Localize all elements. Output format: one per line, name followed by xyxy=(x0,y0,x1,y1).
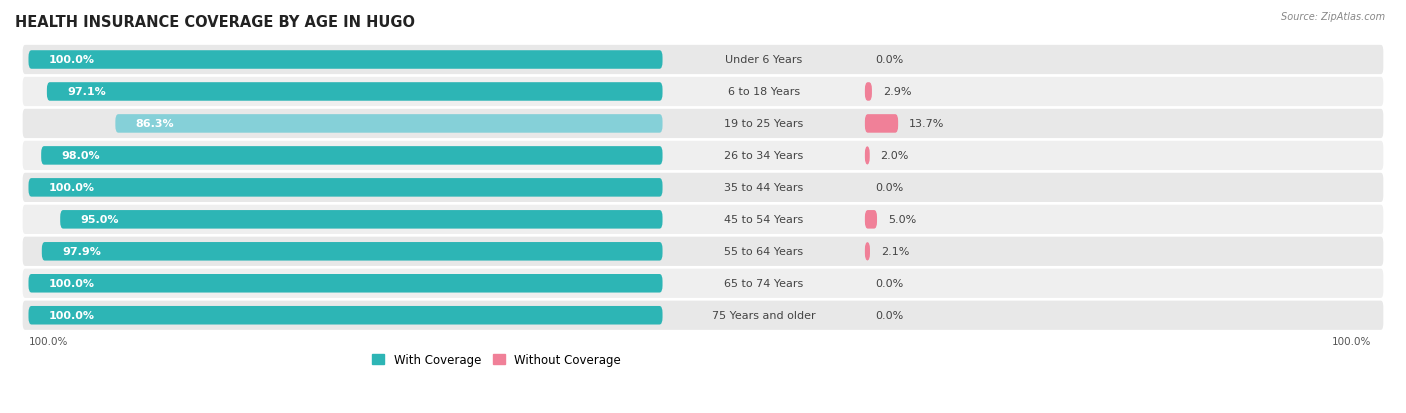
Text: 0.0%: 0.0% xyxy=(876,55,904,65)
Text: 97.1%: 97.1% xyxy=(67,87,105,97)
FancyBboxPatch shape xyxy=(865,115,898,133)
Text: 2.1%: 2.1% xyxy=(880,247,910,257)
Text: 100.0%: 100.0% xyxy=(28,336,67,346)
FancyBboxPatch shape xyxy=(28,51,662,70)
FancyBboxPatch shape xyxy=(865,147,870,165)
Text: 97.9%: 97.9% xyxy=(62,247,101,257)
FancyBboxPatch shape xyxy=(21,140,1385,172)
Text: 2.0%: 2.0% xyxy=(880,151,908,161)
Text: 75 Years and older: 75 Years and older xyxy=(711,311,815,320)
FancyBboxPatch shape xyxy=(21,236,1385,267)
FancyBboxPatch shape xyxy=(41,147,662,165)
FancyBboxPatch shape xyxy=(21,109,1385,140)
Text: 0.0%: 0.0% xyxy=(876,279,904,289)
Text: 95.0%: 95.0% xyxy=(80,215,120,225)
Text: 5.0%: 5.0% xyxy=(887,215,917,225)
FancyBboxPatch shape xyxy=(60,211,662,229)
Text: 35 to 44 Years: 35 to 44 Years xyxy=(724,183,803,193)
Text: 100.0%: 100.0% xyxy=(49,311,94,320)
Text: 0.0%: 0.0% xyxy=(876,311,904,320)
Text: 98.0%: 98.0% xyxy=(62,151,100,161)
Text: 19 to 25 Years: 19 to 25 Years xyxy=(724,119,803,129)
Text: 100.0%: 100.0% xyxy=(49,183,94,193)
Text: 2.9%: 2.9% xyxy=(883,87,911,97)
Text: HEALTH INSURANCE COVERAGE BY AGE IN HUGO: HEALTH INSURANCE COVERAGE BY AGE IN HUGO xyxy=(15,15,415,30)
Text: 100.0%: 100.0% xyxy=(49,279,94,289)
FancyBboxPatch shape xyxy=(865,83,872,102)
FancyBboxPatch shape xyxy=(21,76,1385,108)
FancyBboxPatch shape xyxy=(46,83,662,102)
Text: 65 to 74 Years: 65 to 74 Years xyxy=(724,279,803,289)
FancyBboxPatch shape xyxy=(21,172,1385,204)
Text: 45 to 54 Years: 45 to 54 Years xyxy=(724,215,803,225)
Text: Under 6 Years: Under 6 Years xyxy=(725,55,803,65)
FancyBboxPatch shape xyxy=(28,306,662,325)
FancyBboxPatch shape xyxy=(28,274,662,293)
FancyBboxPatch shape xyxy=(115,115,662,133)
Text: Source: ZipAtlas.com: Source: ZipAtlas.com xyxy=(1281,12,1385,22)
Text: 100.0%: 100.0% xyxy=(49,55,94,65)
FancyBboxPatch shape xyxy=(865,242,870,261)
FancyBboxPatch shape xyxy=(865,211,877,229)
Text: 26 to 34 Years: 26 to 34 Years xyxy=(724,151,803,161)
Text: 55 to 64 Years: 55 to 64 Years xyxy=(724,247,803,257)
Text: 0.0%: 0.0% xyxy=(876,183,904,193)
FancyBboxPatch shape xyxy=(42,242,662,261)
FancyBboxPatch shape xyxy=(21,204,1385,235)
Text: 13.7%: 13.7% xyxy=(908,119,945,129)
Legend: With Coverage, Without Coverage: With Coverage, Without Coverage xyxy=(367,349,626,371)
FancyBboxPatch shape xyxy=(21,268,1385,299)
FancyBboxPatch shape xyxy=(21,300,1385,331)
Text: 6 to 18 Years: 6 to 18 Years xyxy=(728,87,800,97)
FancyBboxPatch shape xyxy=(21,45,1385,76)
Text: 86.3%: 86.3% xyxy=(135,119,174,129)
Text: 100.0%: 100.0% xyxy=(1331,336,1371,346)
FancyBboxPatch shape xyxy=(28,179,662,197)
